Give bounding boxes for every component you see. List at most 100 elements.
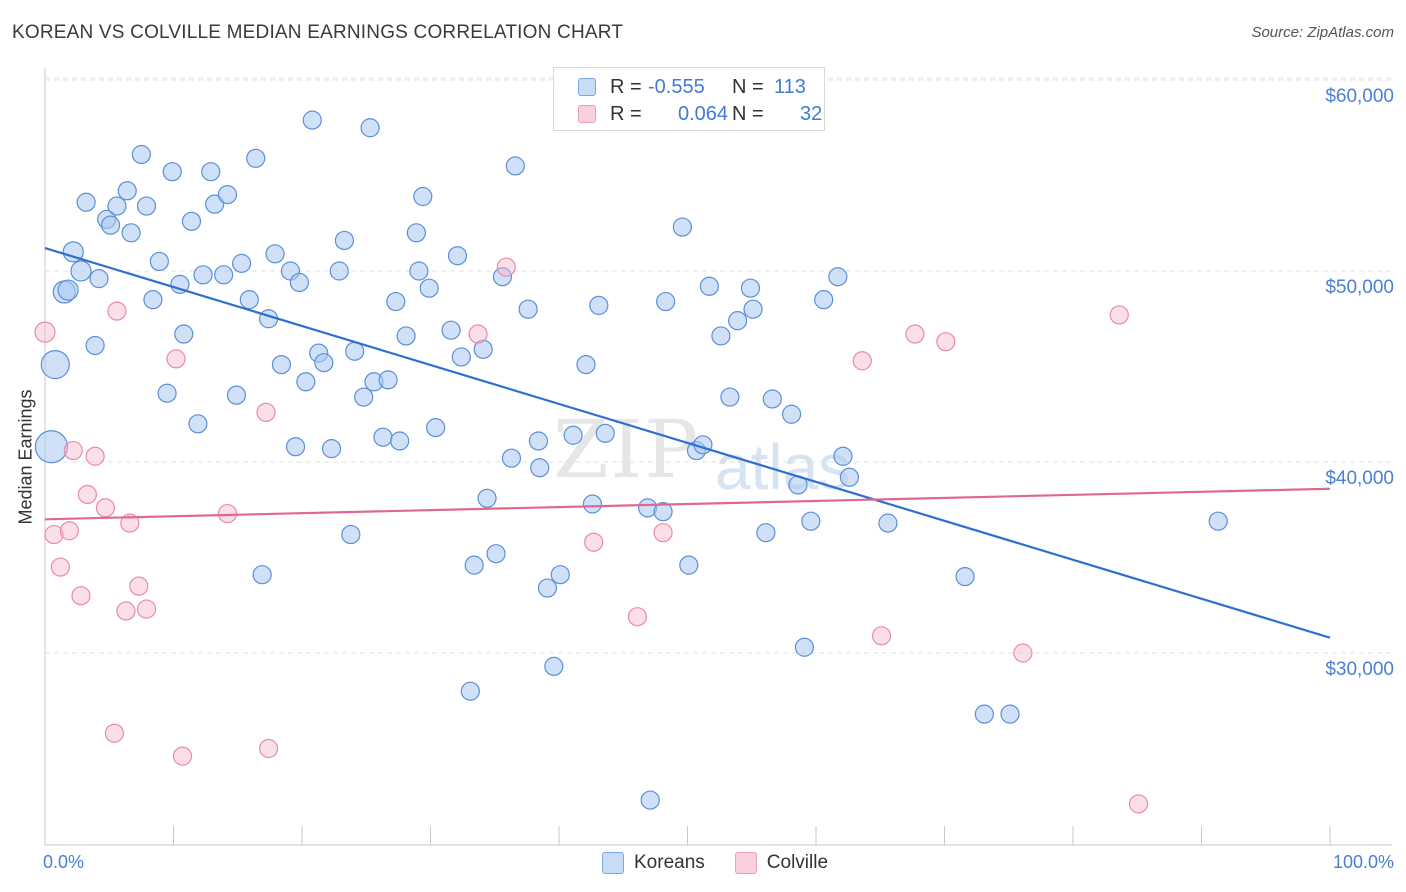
korean-point <box>170 274 190 294</box>
korean-point <box>162 162 182 182</box>
y-tick-label: $50,000 <box>1325 277 1394 298</box>
korean-point <box>246 148 266 168</box>
korean-point <box>378 370 398 390</box>
korean-point <box>205 194 225 214</box>
x-tick-label: 0.0% <box>43 852 85 872</box>
legend-r-label: R = <box>610 102 642 125</box>
series-legend: Koreans Colville <box>602 852 858 874</box>
korean-point <box>85 335 105 356</box>
colville-point <box>256 402 276 422</box>
korean-point <box>289 272 310 293</box>
korean-point <box>501 448 522 468</box>
korean-point <box>89 269 109 289</box>
korean-point <box>878 513 898 533</box>
legend-swatch-colville <box>734 852 757 874</box>
korean-point <box>396 326 416 346</box>
korean-point <box>451 347 471 367</box>
korean-point <box>711 326 731 346</box>
korean-point <box>426 418 446 438</box>
colville-point <box>71 586 91 606</box>
colville-point <box>584 532 604 552</box>
korean-point <box>149 251 169 272</box>
colville-trend-line <box>44 487 1331 521</box>
korean-point <box>100 215 121 235</box>
korean-point <box>505 156 525 176</box>
korean-point <box>640 790 660 810</box>
legend-item-colville[interactable]: Colville <box>734 852 828 874</box>
korean-point <box>833 446 853 466</box>
korean-point <box>314 353 334 373</box>
colville-point <box>627 607 647 627</box>
korean-point <box>107 196 127 216</box>
korean-point <box>801 511 821 531</box>
colville-point <box>63 440 83 461</box>
colville-point <box>468 324 488 344</box>
legend-r-value: -0.555 <box>648 75 705 98</box>
korean-point <box>329 261 349 281</box>
korean-point <box>62 241 84 263</box>
colville-point <box>77 484 98 505</box>
colville-point <box>653 523 673 543</box>
korean-point <box>756 523 776 543</box>
colville-point <box>1109 305 1129 325</box>
korean-point <box>188 414 208 434</box>
colville-point <box>496 257 516 277</box>
korean-point <box>743 299 763 319</box>
colville-point <box>905 324 925 344</box>
korean-point <box>409 261 429 281</box>
korean-point <box>955 566 975 587</box>
korean-point <box>271 354 292 375</box>
korean-point <box>181 211 202 231</box>
korean-point <box>34 430 69 464</box>
korean-point <box>528 431 549 451</box>
korean-point <box>679 555 699 575</box>
korean-point <box>354 387 374 407</box>
korean-point <box>537 578 558 598</box>
korean-point <box>492 267 513 287</box>
colville-point <box>116 601 136 621</box>
korean-point <box>828 267 848 287</box>
legend-swatch-colville <box>578 105 596 123</box>
korean-point <box>193 265 213 285</box>
colville-point <box>136 599 157 619</box>
korean-point <box>653 502 673 522</box>
korean-point <box>447 246 468 266</box>
legend-row-colville: R = 0.064 N = 32 <box>578 101 822 127</box>
y-tick-label: $60,000 <box>1325 86 1394 107</box>
korean-point <box>740 278 761 298</box>
x-tick-label: 100.0% <box>1332 852 1394 872</box>
colville-point <box>44 524 64 545</box>
colville-point <box>1128 794 1149 814</box>
korean-point <box>699 276 719 296</box>
watermark-zip: ZIP <box>553 403 701 496</box>
korean-point <box>373 427 393 447</box>
korean-point <box>406 223 426 243</box>
legend-n-value: 113 <box>774 75 806 98</box>
colville-point <box>217 503 238 524</box>
korean-point <box>334 230 355 251</box>
korean-point <box>217 185 238 205</box>
korean-point <box>974 704 994 724</box>
korean-point <box>40 349 70 380</box>
colville-point <box>107 301 127 321</box>
korean-point <box>473 339 493 359</box>
colville-point <box>104 723 124 743</box>
korean-point <box>550 565 570 585</box>
korean-point <box>390 431 410 451</box>
korean-point <box>121 223 141 243</box>
korean-point <box>1000 704 1020 724</box>
korean-point <box>174 324 194 344</box>
korean-point <box>441 320 461 340</box>
colville-point <box>172 746 193 766</box>
korean-point <box>595 423 615 443</box>
colville-point <box>871 626 892 646</box>
correlation-legend: R = -0.555 N = 113 R = 0.064 N = 32 <box>553 67 825 131</box>
korean-trend-line <box>44 247 1331 639</box>
colville-point <box>95 498 115 518</box>
legend-item-koreans[interactable]: Koreans <box>602 852 705 874</box>
korean-point <box>477 488 497 508</box>
korean-point <box>582 494 603 514</box>
korean-point <box>232 253 252 273</box>
korean-point <box>239 290 259 310</box>
